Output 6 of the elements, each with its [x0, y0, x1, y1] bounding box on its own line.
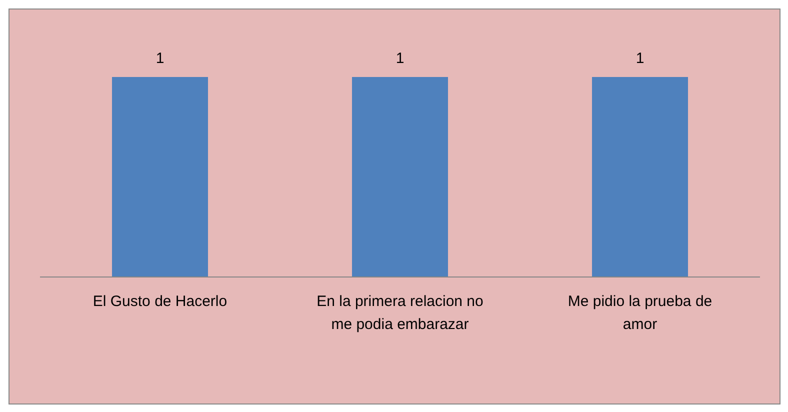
x-tick-label: El Gusto de Hacerlo — [92, 293, 228, 310]
data-label: 1 — [636, 50, 644, 67]
data-label: 1 — [156, 50, 164, 67]
x-tick-label: En la primera relacion no me podia embarazar — [316, 293, 484, 333]
x-tick-label: Me pidio la prueba de amor — [568, 293, 712, 333]
data-label: 1 — [396, 50, 404, 67]
